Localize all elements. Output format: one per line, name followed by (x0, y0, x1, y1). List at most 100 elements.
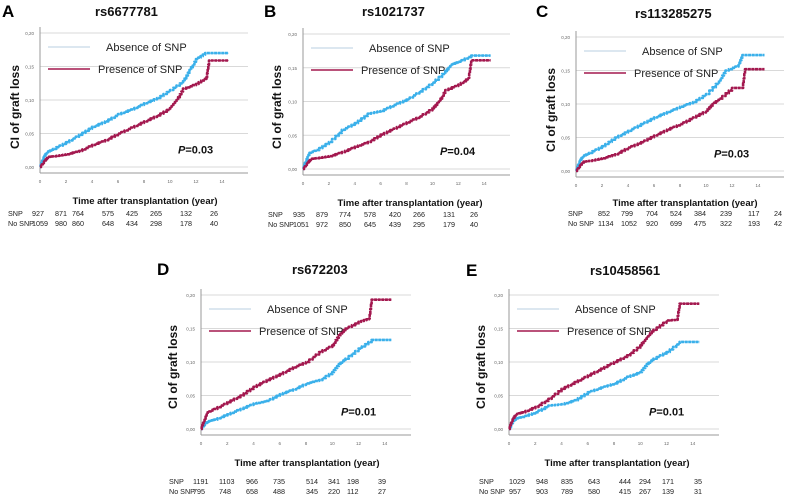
risk-cell: 643 (588, 477, 600, 486)
x-axis-label: Time after transplantation (year) (612, 198, 758, 209)
x-tick-label: 6 (379, 181, 382, 186)
y-tick-label: 0,00 (494, 427, 503, 432)
risk-cell: 957 (509, 487, 521, 496)
plot-area: 0,00 0,05 0,10 0,15 0,20 0 2 4 6 8 10 12 14 Absence o… (561, 31, 784, 188)
series-line-core (303, 59, 491, 170)
risk-cell: 298 (150, 219, 162, 228)
legend-label-absence: Absence of SNP (369, 43, 450, 55)
x-tick-label: 14 (690, 441, 696, 446)
legend-label-presence: Presence of SNP (567, 326, 651, 338)
p-value-annotation: P=0.03 (714, 148, 749, 160)
risk-cell: 475 (694, 219, 706, 228)
legend-label-presence: Presence of SNP (98, 64, 182, 76)
x-tick-label: 12 (456, 181, 462, 186)
risk-cell: 26 (470, 210, 478, 219)
y-tick-label: 0,10 (561, 102, 570, 107)
chart-title: rs6677781 (95, 4, 158, 19)
risk-cell: 879 (316, 210, 328, 219)
x-tick-label: 14 (219, 179, 225, 184)
risk-cell: 764 (72, 209, 84, 218)
risk-cell: 42 (774, 219, 782, 228)
risk-cell: 748 (219, 487, 231, 496)
x-axis-label: Time after transplantation (year) (72, 196, 218, 207)
risk-cell: 439 (389, 220, 401, 229)
x-tick-label: 8 (613, 441, 616, 446)
risk-cell: 1134 (598, 219, 614, 228)
series-line-core (576, 68, 765, 172)
x-tick-label: 4 (91, 179, 94, 184)
risk-row-label: No SNP (8, 219, 34, 228)
risk-cell: 384 (694, 209, 706, 218)
risk-cell: 193 (748, 219, 760, 228)
legend-label-presence: Presence of SNP (259, 326, 343, 338)
risk-cell: 1191 (193, 477, 209, 486)
risk-cell: 112 (347, 487, 359, 496)
y-tick-label: 0,10 (288, 100, 297, 105)
risk-cell: 266 (413, 210, 425, 219)
risk-cell: 415 (619, 487, 631, 496)
x-tick-label: 2 (328, 181, 331, 186)
y-tick-label: 0,20 (561, 35, 570, 40)
risk-cell: 860 (72, 219, 84, 228)
x-tick-label: 14 (482, 181, 488, 186)
x-axis-label: Time after transplantation (year) (544, 458, 690, 469)
x-tick-label: 4 (627, 183, 630, 188)
y-tick-label: 0,15 (561, 69, 570, 74)
p-value: =0.04 (447, 146, 476, 158)
risk-cell: 294 (639, 477, 651, 486)
p-value-annotation: P=0.01 (341, 406, 376, 418)
p-value-annotation: P=0.04 (440, 146, 476, 158)
risk-cell: 26 (210, 209, 218, 218)
risk-cell: 239 (720, 209, 732, 218)
risk-cell: 580 (588, 487, 600, 496)
panel-letter: E (466, 261, 478, 280)
p-value: =0.03 (185, 144, 213, 156)
x-tick-label: 10 (167, 179, 173, 184)
p-value: =0.01 (656, 406, 684, 418)
chart-title: rs672203 (292, 262, 348, 277)
risk-cell: 1029 (509, 477, 525, 486)
panel-letter: B (264, 2, 277, 21)
y-tick-label: 0,10 (494, 360, 503, 365)
risk-cell: 966 (246, 477, 258, 486)
p-symbol: P (341, 406, 349, 418)
x-tick-label: 2 (601, 183, 604, 188)
risk-cell: 117 (748, 209, 760, 218)
y-tick-label: 0,00 (25, 165, 34, 170)
y-tick-label: 0,05 (186, 394, 195, 399)
y-tick-label: 0,10 (25, 98, 34, 103)
risk-row-label: No SNP (568, 219, 594, 228)
x-tick-label: 2 (65, 179, 68, 184)
risk-cell: 799 (621, 209, 633, 218)
legend-label-absence: Absence of SNP (575, 304, 656, 316)
y-tick-label: 0,05 (561, 136, 570, 141)
x-tick-label: 10 (638, 441, 644, 446)
legend-label-presence: Presence of SNP (361, 65, 445, 77)
y-tick-label: 0,15 (25, 65, 34, 70)
x-tick-label: 12 (664, 441, 670, 446)
y-tick-label: 0,05 (25, 132, 34, 137)
x-tick-label: 4 (353, 181, 356, 186)
series-line-core (576, 54, 765, 172)
x-tick-label: 14 (382, 441, 388, 446)
legend-label-presence: Presence of SNP (634, 68, 718, 80)
risk-cell: 1052 (621, 219, 637, 228)
risk-cell: 322 (720, 219, 732, 228)
x-axis-label: Time after transplantation (year) (337, 198, 483, 209)
risk-cell: 131 (443, 210, 455, 219)
y-tick-label: 0,00 (561, 169, 570, 174)
risk-cell: 735 (273, 477, 285, 486)
risk-cell: 425 (126, 209, 138, 218)
y-tick-label: 0,00 (288, 167, 297, 172)
risk-cell: 972 (316, 220, 328, 229)
risk-cell: 1103 (219, 477, 235, 486)
y-tick-label: 0,20 (25, 31, 34, 36)
legend-label-absence: Absence of SNP (642, 46, 723, 58)
y-tick-label: 0,00 (186, 427, 195, 432)
chart-title: rs10458561 (590, 263, 661, 278)
series-line-core (303, 55, 491, 170)
risk-row-label: SNP (268, 210, 283, 219)
legend-label-absence: Absence of SNP (267, 304, 348, 316)
risk-cell: 935 (293, 210, 305, 219)
risk-cell: 835 (561, 477, 573, 486)
